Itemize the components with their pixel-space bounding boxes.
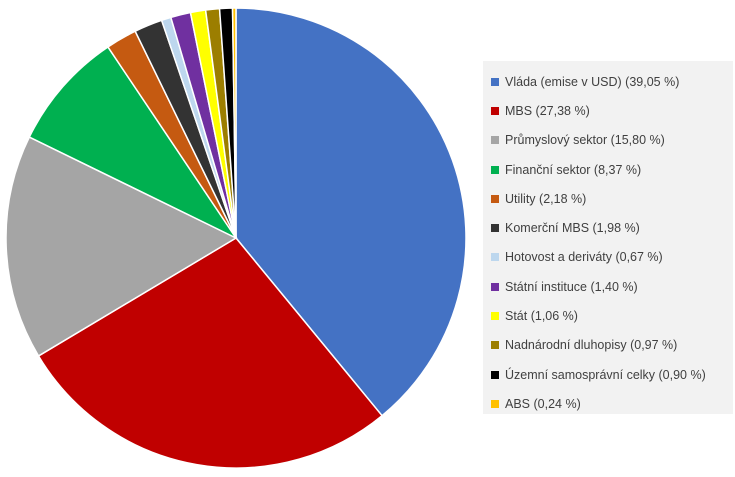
legend-label: Průmyslový sektor (15,80 %) bbox=[505, 133, 665, 148]
legend-label: Finanční sektor (8,37 %) bbox=[505, 162, 642, 177]
legend-item: Vláda (emise v USD) (39,05 %) bbox=[491, 67, 733, 96]
legend-swatch bbox=[491, 77, 499, 86]
legend-swatch bbox=[491, 224, 499, 233]
pie-slice bbox=[5, 136, 238, 357]
legend-swatch bbox=[491, 194, 499, 203]
legend-item: Průmyslový sektor (15,80 %) bbox=[491, 126, 733, 155]
legend-item: Územní samosprávní celky (0,90 %) bbox=[491, 360, 733, 389]
legend-label: Komerční MBS (1,98 %) bbox=[505, 221, 640, 236]
legend-swatch bbox=[491, 165, 499, 174]
pie-slice bbox=[37, 237, 384, 469]
legend-swatch bbox=[491, 282, 499, 291]
legend-item: Finanční sektor (8,37 %) bbox=[491, 155, 733, 184]
legend-label: ABS (0,24 %) bbox=[505, 396, 581, 411]
pie-slice bbox=[235, 7, 467, 417]
legend-swatch bbox=[491, 341, 499, 350]
legend-swatch bbox=[491, 312, 499, 321]
pie-slice bbox=[231, 7, 237, 239]
legend-swatch bbox=[491, 136, 499, 145]
legend-label: Nadnárodní dluhopisy (0,97 %) bbox=[505, 338, 678, 353]
legend-item: Stát (1,06 %) bbox=[491, 301, 733, 330]
legend-label: Vláda (emise v USD) (39,05 %) bbox=[505, 74, 680, 89]
pie-slice bbox=[28, 45, 239, 240]
legend-swatch bbox=[491, 370, 499, 379]
legend-item: Státní instituce (1,40 %) bbox=[491, 272, 733, 301]
legend-item: Nadnárodní dluhopisy (0,97 %) bbox=[491, 331, 733, 360]
legend-label: Státní instituce (1,40 %) bbox=[505, 279, 638, 294]
legend-item: Hotovost a deriváty (0,67 %) bbox=[491, 243, 733, 272]
legend-item: Utility (2,18 %) bbox=[491, 184, 733, 213]
legend-swatch bbox=[491, 399, 499, 408]
legend-label: Hotovost a deriváty (0,67 %) bbox=[505, 250, 663, 265]
legend-item: MBS (27,38 %) bbox=[491, 96, 733, 125]
chart-legend: Vláda (emise v USD) (39,05 %) MBS (27,38 … bbox=[483, 61, 733, 414]
legend-swatch bbox=[491, 106, 499, 115]
legend-item: Komerční MBS (1,98 %) bbox=[491, 213, 733, 242]
legend-label: Územní samosprávní celky (0,90 %) bbox=[505, 367, 706, 382]
legend-label: Stát (1,06 %) bbox=[505, 309, 578, 324]
legend-label: Utility (2,18 %) bbox=[505, 191, 587, 206]
legend-label: MBS (27,38 %) bbox=[505, 103, 590, 118]
legend-item: ABS (0,24 %) bbox=[491, 389, 733, 418]
legend-swatch bbox=[491, 253, 499, 262]
